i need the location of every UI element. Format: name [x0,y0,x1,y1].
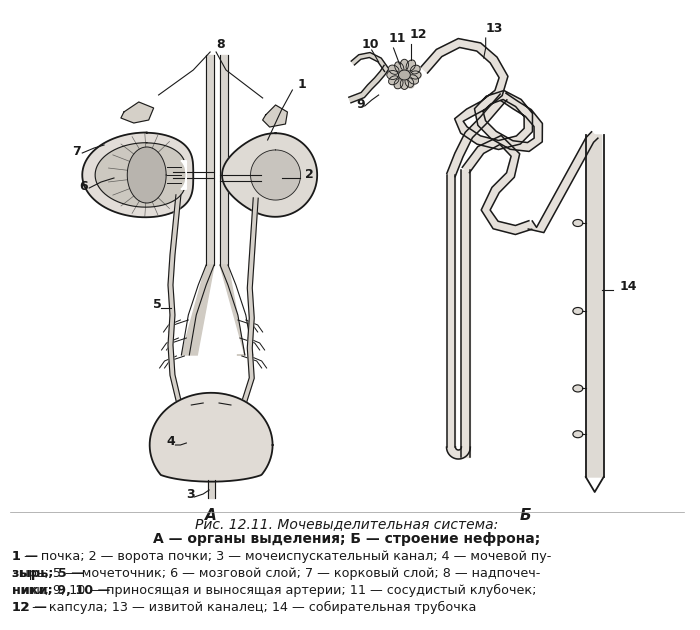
Polygon shape [208,480,215,498]
Text: А — органы выделения; Б — строение нефрона;: А — органы выделения; Б — строение нефро… [153,532,540,546]
Text: 2: 2 [305,168,314,181]
Text: А: А [205,508,217,523]
Text: 10: 10 [362,38,379,51]
Polygon shape [222,133,317,217]
Ellipse shape [398,70,410,80]
Text: 7: 7 [72,145,81,158]
Polygon shape [168,195,200,421]
Polygon shape [462,135,532,234]
Text: 12: 12 [410,28,427,41]
Text: 1 —: 1 — [12,550,38,563]
Text: зырь; 5 — мочеточник; 6 — мозговой слой; 7 — корковый слой; 8 — надпочеч-: зырь; 5 — мочеточник; 6 — мозговой слой;… [12,567,540,580]
Ellipse shape [395,62,404,72]
Text: 13: 13 [486,22,503,35]
Text: 14: 14 [620,280,637,293]
Polygon shape [349,66,389,103]
Ellipse shape [400,79,409,89]
Ellipse shape [409,75,419,84]
Ellipse shape [389,76,399,85]
Polygon shape [461,170,470,457]
Polygon shape [220,55,228,265]
Ellipse shape [573,431,583,438]
Text: 4: 4 [167,435,175,448]
Text: 12 — капсула; 13 — извитой каналец; 14 — собирательная трубочка: 12 — капсула; 13 — извитой каналец; 14 —… [12,601,476,614]
Polygon shape [528,132,598,232]
Polygon shape [150,392,272,482]
Ellipse shape [573,219,583,227]
Text: 12 —: 12 — [12,601,47,614]
Text: ники; 9, 10 —: ники; 9, 10 — [12,584,110,597]
Text: Б: Б [519,508,531,523]
Text: 3: 3 [186,488,195,501]
Polygon shape [127,147,166,203]
Polygon shape [220,265,245,355]
Polygon shape [83,132,193,217]
Ellipse shape [573,385,583,392]
Ellipse shape [573,307,583,314]
Text: 11: 11 [389,32,406,45]
Polygon shape [121,102,153,123]
Polygon shape [351,52,388,71]
Polygon shape [447,447,470,459]
Polygon shape [95,143,186,207]
Ellipse shape [406,60,416,71]
Text: 1: 1 [298,78,306,91]
Polygon shape [421,38,542,151]
Polygon shape [586,135,603,477]
Ellipse shape [400,59,409,70]
Ellipse shape [405,77,414,88]
Text: 5: 5 [153,298,162,311]
Text: 9: 9 [357,98,365,111]
Text: зырь; 5 —: зырь; 5 — [12,567,84,580]
Polygon shape [223,198,258,424]
Ellipse shape [389,66,399,74]
Text: Рис. 12.11. Мочевыделительная система:: Рис. 12.11. Мочевыделительная система: [195,517,498,531]
Polygon shape [447,94,507,176]
Text: ники; 9, 10 — приносящая и выносящая артерии; 11 — сосудистый клубочек;: ники; 9, 10 — приносящая и выносящая арт… [12,584,536,597]
Ellipse shape [394,79,403,89]
Polygon shape [262,105,288,127]
Text: 6: 6 [79,180,88,193]
Polygon shape [447,175,456,447]
Polygon shape [251,150,300,200]
Polygon shape [181,265,214,355]
Ellipse shape [410,71,421,79]
Text: 8: 8 [216,38,225,51]
Text: 1 — почка; 2 — ворота почки; 3 — мочеиспускательный канал; 4 — мочевой пу-: 1 — почка; 2 — ворота почки; 3 — мочеисп… [12,550,552,563]
Ellipse shape [388,71,398,79]
Ellipse shape [410,66,420,74]
Polygon shape [181,161,186,189]
Polygon shape [206,55,214,265]
